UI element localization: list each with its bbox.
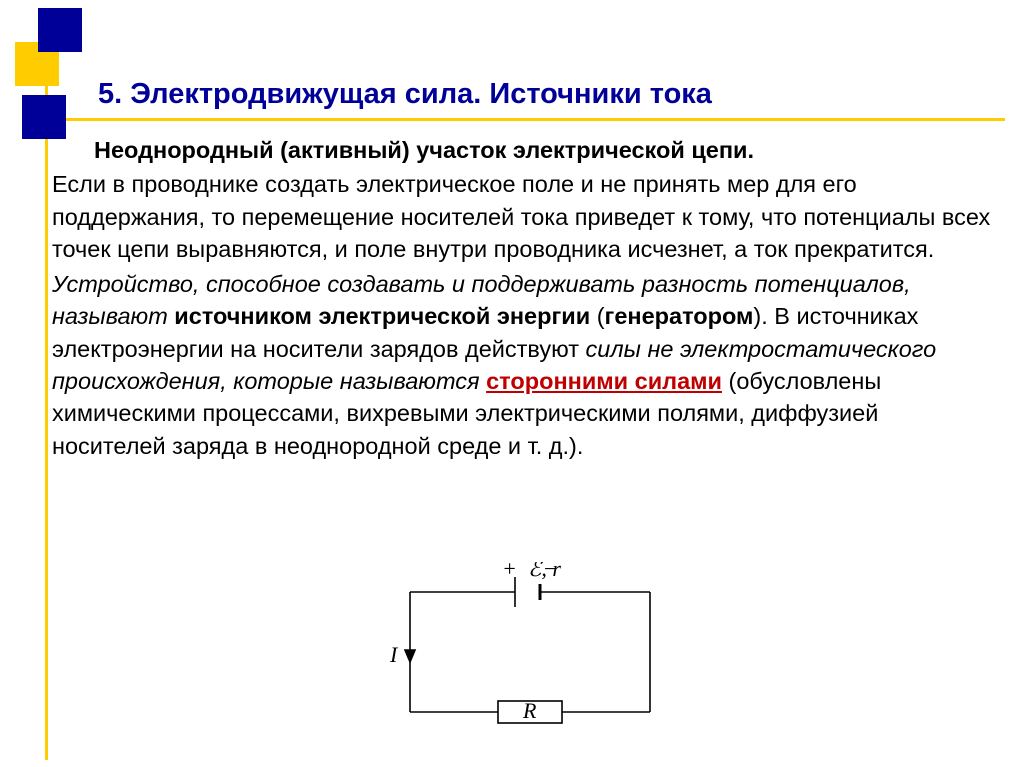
circuit-resistor-label: R (522, 698, 537, 723)
section-heading: Неоднородный (активный) участок электрич… (94, 137, 754, 163)
deco-blue-top (38, 8, 82, 52)
p2-seg3: ( (597, 303, 605, 329)
p2-seg2: источником электрической энергии (174, 303, 596, 329)
deco-blue-bottom (22, 95, 66, 139)
deco-line-horizontal (45, 118, 1005, 121)
slide-title: 5. Электродвижущая сила. Источники тока (98, 78, 712, 111)
deco-line-vertical (45, 60, 48, 760)
circuit-emf-label: ℰ, r (528, 562, 561, 581)
circuit-diagram: + − ℰ, r I R (380, 562, 680, 742)
circuit-plus: + (502, 562, 517, 581)
body-text: Неоднородный (активный) участок электрич… (52, 134, 996, 464)
p2-keyword: сторонними силами (486, 368, 722, 394)
circuit-svg: + − ℰ, r I R (380, 562, 680, 742)
p2-seg4: генератором (605, 303, 754, 329)
paragraph-1: Если в проводнике создать электрическое … (52, 168, 996, 265)
circuit-current-label: I (389, 642, 399, 667)
paragraph-2: Устройство, способное создавать и поддер… (52, 268, 996, 463)
